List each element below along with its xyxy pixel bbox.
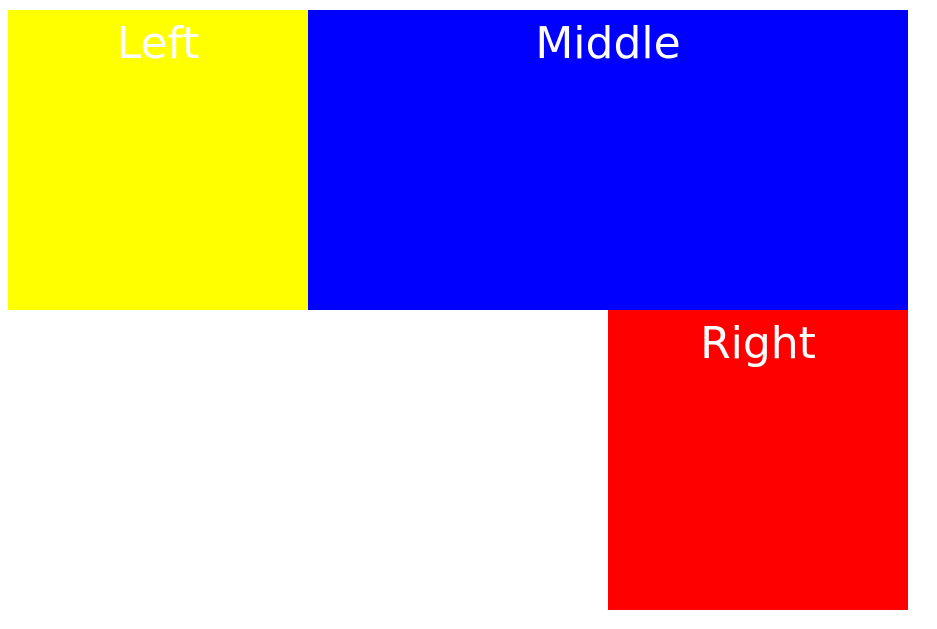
middle-label: Middle bbox=[535, 18, 681, 69]
right-label: Right bbox=[700, 318, 816, 369]
left-box: Left bbox=[8, 10, 308, 310]
left-label: Left bbox=[116, 18, 200, 69]
right-box: Right bbox=[608, 310, 908, 610]
middle-box: Middle bbox=[308, 10, 908, 310]
